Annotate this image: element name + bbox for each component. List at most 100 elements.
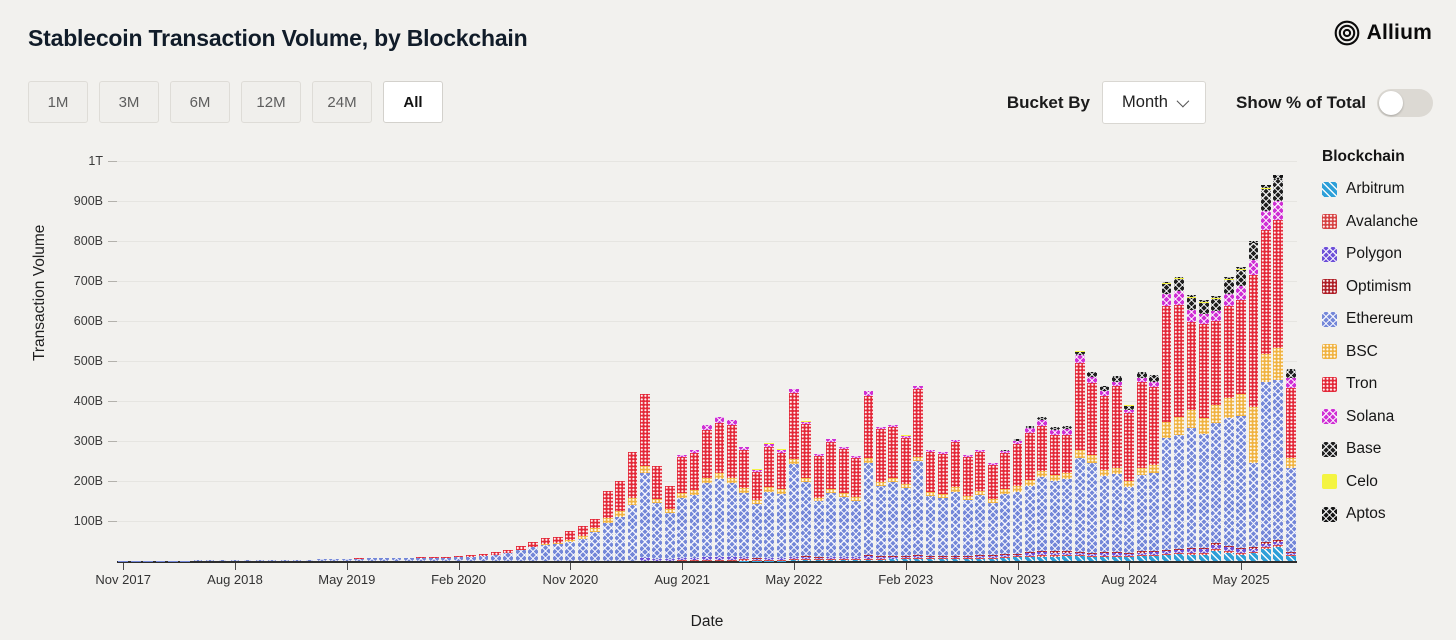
y-axis-tick <box>108 521 117 522</box>
x-axis-tick-label: Nov 2020 <box>542 572 599 587</box>
bar-oct-2023 <box>1000 449 1010 561</box>
y-axis-tick-label: 500B <box>73 354 103 368</box>
legend-item-tron[interactable]: Tron <box>1322 375 1456 393</box>
legend-label: Celo <box>1346 472 1378 490</box>
bar-oct-2019 <box>403 557 414 561</box>
gridline <box>117 281 1297 282</box>
x-axis-tick-label: May 2022 <box>765 572 823 587</box>
y-axis-tick <box>108 321 117 322</box>
range-button-12m[interactable]: 12M <box>241 81 301 123</box>
legend-label: BSC <box>1346 342 1378 360</box>
legend-item-polygon[interactable]: Polygon <box>1322 245 1456 263</box>
bar-mar-2022 <box>764 443 774 561</box>
legend-item-optimism[interactable]: Optimism <box>1322 278 1456 296</box>
bar-may-2020 <box>490 552 501 561</box>
legend-label: Aptos <box>1346 505 1386 522</box>
legend-swatch-solana <box>1322 409 1337 424</box>
legend-item-bsc[interactable]: BSC <box>1322 343 1456 361</box>
bar-jul-2023 <box>962 454 973 561</box>
bar-may-2021 <box>639 393 650 561</box>
bar-feb-2022 <box>751 469 762 561</box>
show-pct-toggle[interactable] <box>1377 88 1433 117</box>
legend-label: Ethereum <box>1346 310 1414 327</box>
bar-aug-2020 <box>528 542 538 561</box>
range-button-1m[interactable]: 1M <box>28 81 88 123</box>
y-axis-tick-label: 400B <box>73 394 103 408</box>
legend-item-base[interactable]: Base <box>1322 440 1456 458</box>
y-axis-tick-label: 800B <box>73 234 103 248</box>
bar-oct-2021 <box>702 425 712 561</box>
x-axis-tick <box>235 563 236 570</box>
y-axis-tick-label: 900B <box>73 194 103 208</box>
bar-apr-2019 <box>329 559 340 561</box>
bar-dec-2019 <box>428 557 439 561</box>
x-axis-tick-label: May 2019 <box>318 572 376 587</box>
bar-oct-2024 <box>1149 374 1160 561</box>
bucket-by-label: Bucket By <box>1006 92 1090 112</box>
bar-aug-2018 <box>230 560 240 561</box>
bucket-by-value: Month <box>1122 93 1168 111</box>
range-button-all[interactable]: All <box>383 81 443 123</box>
bar-jan-2023 <box>888 424 899 561</box>
bar-sep-2018 <box>242 560 253 561</box>
x-axis-tick <box>1017 563 1019 570</box>
bar-mar-2021 <box>615 481 625 561</box>
bar-apr-2023 <box>925 449 936 561</box>
range-button-24m[interactable]: 24M <box>312 81 372 123</box>
show-pct-label: Show % of Total <box>1235 92 1366 112</box>
bar-jan-2019 <box>292 559 302 561</box>
bar-jan-2020 <box>441 557 452 561</box>
legend-swatch-tron <box>1322 376 1337 392</box>
bar-jun-2022 <box>801 421 812 561</box>
bar-sep-2020 <box>540 538 551 561</box>
x-axis-tick <box>1241 563 1243 570</box>
x-axis-tick <box>570 563 572 570</box>
bar-may-2024 <box>1087 371 1097 561</box>
bar-apr-2025 <box>1223 277 1234 561</box>
bar-nov-2018 <box>267 559 278 561</box>
bar-aug-2021 <box>677 455 688 561</box>
legend-label: Solana <box>1346 407 1395 425</box>
bar-sep-2021 <box>689 449 700 561</box>
x-axis-tick <box>905 563 907 570</box>
legend-swatch-polygon <box>1322 246 1337 262</box>
y-axis-tick <box>108 401 117 402</box>
bar-oct-2018 <box>254 559 265 561</box>
legend-swatch-arbitrum <box>1322 181 1337 197</box>
bar-apr-2020 <box>478 554 489 561</box>
bar-sep-2024 <box>1136 372 1147 561</box>
legend-item-avalanche[interactable]: Avalanche <box>1322 213 1456 231</box>
bar-sep-2023 <box>987 462 998 561</box>
bar-feb-2021 <box>602 491 613 561</box>
y-axis-tick <box>108 361 117 362</box>
chart-legend: Blockchain Arbitrum Avalanche Polygon Optim… <box>1322 148 1456 538</box>
legend-label: Avalanche <box>1346 212 1419 230</box>
y-axis-tick-label: 100B <box>73 514 103 528</box>
bar-dec-2022 <box>875 426 886 561</box>
bar-aug-2025 <box>1273 175 1284 561</box>
legend-swatch-bsc <box>1322 344 1337 359</box>
x-axis-tick <box>793 563 795 570</box>
bar-apr-2022 <box>776 449 787 561</box>
range-button-6m[interactable]: 6M <box>170 81 230 123</box>
legend-label: Polygon <box>1346 245 1403 262</box>
range-button-3m[interactable]: 3M <box>99 81 159 123</box>
legend-item-solana[interactable]: Solana <box>1322 408 1456 426</box>
legend-item-celo[interactable]: Celo <box>1322 473 1456 491</box>
legend-item-arbitrum[interactable]: Arbitrum <box>1322 180 1456 198</box>
bar-mar-2020 <box>466 555 476 561</box>
bar-jun-2019 <box>354 558 365 561</box>
y-axis-tick-label: 600B <box>73 314 103 328</box>
legend-item-ethereum[interactable]: Ethereum <box>1322 310 1456 328</box>
bar-jul-2018 <box>217 560 228 561</box>
bar-aug-2023 <box>975 449 986 561</box>
y-axis-tick <box>108 161 117 162</box>
legend-item-aptos[interactable]: Aptos <box>1322 505 1456 523</box>
bar-may-2023 <box>938 451 948 561</box>
y-axis-tick-label: 200B <box>73 474 103 488</box>
bar-dec-2018 <box>279 559 290 561</box>
bucket-by-select[interactable]: Month <box>1101 81 1206 124</box>
bar-feb-2020 <box>453 556 464 561</box>
gridline <box>117 401 1297 402</box>
x-axis-tick-label: May 2025 <box>1212 572 1270 587</box>
